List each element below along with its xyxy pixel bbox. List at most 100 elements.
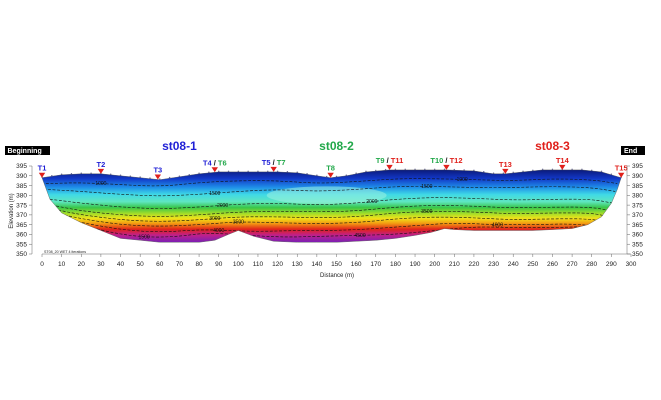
survey-point bbox=[168, 176, 171, 179]
marker-triangle bbox=[270, 166, 277, 172]
low-resistivity-zone bbox=[266, 186, 387, 205]
survey-point bbox=[414, 168, 416, 171]
survey-point bbox=[208, 171, 210, 173]
survey-point bbox=[80, 172, 82, 174]
survey-point bbox=[70, 173, 73, 175]
x-tick-label: 30 bbox=[97, 261, 105, 268]
survey-point bbox=[424, 168, 426, 171]
section-outline bbox=[41, 169, 622, 243]
marker-triangle bbox=[386, 164, 393, 170]
survey-point bbox=[267, 170, 269, 172]
x-tick-label: 280 bbox=[586, 261, 597, 268]
contour-1000 bbox=[45, 178, 618, 187]
y2-tick-label: 365 bbox=[632, 222, 643, 229]
survey-point bbox=[581, 168, 583, 171]
x-tick-label: 240 bbox=[508, 261, 519, 268]
x-tick-label: 40 bbox=[117, 261, 125, 268]
marker-label: T2 bbox=[97, 160, 106, 169]
contour-2500 bbox=[51, 204, 612, 217]
survey-point bbox=[110, 173, 112, 175]
y2-tick-label: 395 bbox=[632, 163, 643, 170]
y2-tick-label: 350 bbox=[632, 251, 643, 258]
survey-point bbox=[90, 172, 92, 174]
x-tick-label: 250 bbox=[527, 261, 538, 268]
marker-label: T8 bbox=[326, 164, 335, 173]
x-tick-label: 80 bbox=[195, 261, 203, 268]
x-tick-label: 150 bbox=[331, 261, 342, 268]
marker-triangle bbox=[38, 172, 46, 178]
contour-label: 1000 bbox=[95, 181, 106, 187]
x-tick-label: 120 bbox=[272, 261, 283, 268]
inversion-note: ST08_20 WET 4 iterations bbox=[44, 250, 86, 254]
survey-point bbox=[591, 169, 593, 171]
marker-triangle bbox=[327, 172, 334, 178]
x-tick-label: 210 bbox=[449, 261, 460, 268]
x-tick-label: 90 bbox=[215, 261, 223, 268]
contour-labels: 1000 1000 1500 1500 2000 2000 3000 3500 3500 4000… bbox=[95, 177, 503, 240]
survey-point bbox=[394, 168, 397, 171]
survey-point bbox=[119, 174, 122, 176]
contour-4500 bbox=[65, 221, 588, 238]
y-tick-label: 365 bbox=[16, 222, 27, 229]
y-tick-label: 375 bbox=[16, 202, 27, 209]
electrode-markers: T1 T2 T3 T4 / T6 T5 / T7 T8 T9 / T11 T10 / T12 T… bbox=[38, 156, 628, 180]
survey-point bbox=[257, 170, 259, 172]
survey-point bbox=[60, 173, 63, 175]
x-tick-label: 260 bbox=[547, 261, 558, 268]
marker-label: T14 bbox=[556, 156, 570, 165]
contour-label: 1500 bbox=[209, 191, 220, 197]
end-label: End bbox=[624, 148, 637, 155]
y2-tick-label: 380 bbox=[632, 193, 643, 200]
survey-point bbox=[237, 170, 240, 172]
beginning-label: Beginning bbox=[8, 148, 42, 155]
x-axis-title: Distance (m) bbox=[320, 273, 354, 279]
survey-point bbox=[453, 168, 455, 171]
survey-point bbox=[404, 168, 406, 171]
marker-triangle bbox=[154, 174, 162, 180]
y2-tick-label: 390 bbox=[632, 173, 643, 180]
survey-point bbox=[159, 178, 161, 180]
marker-triangle bbox=[97, 168, 105, 174]
marker-label: T3 bbox=[153, 165, 162, 174]
marker-triangle bbox=[559, 164, 566, 170]
contour-label: 1500 bbox=[421, 184, 432, 190]
marker-triangle bbox=[617, 172, 625, 178]
contour-lines bbox=[45, 178, 618, 238]
x-tick-label: 290 bbox=[606, 261, 617, 268]
y2-ticks: 350 355 360 365 370 375 380 385 390 395 bbox=[627, 163, 643, 258]
survey-point bbox=[600, 170, 603, 172]
x-tick-label: 180 bbox=[390, 261, 401, 268]
y-tick-label: 360 bbox=[16, 232, 27, 239]
marker-label: T9 / T11 bbox=[376, 156, 404, 165]
survey-point bbox=[218, 170, 220, 172]
survey-point bbox=[551, 168, 554, 171]
marker-triangle bbox=[211, 167, 218, 173]
y2-tick-label: 370 bbox=[632, 212, 643, 219]
contour-label: 4500 bbox=[354, 233, 365, 239]
line-label-st08-2: st08-2 bbox=[319, 139, 354, 153]
survey-point bbox=[532, 169, 534, 171]
y2-tick-label: 375 bbox=[632, 202, 643, 209]
contour-3000 bbox=[53, 208, 610, 222]
y2-tick-label: 360 bbox=[632, 232, 643, 239]
x-tick-label: 140 bbox=[311, 261, 322, 268]
x-tick-label: 60 bbox=[156, 261, 164, 268]
marker-label: T13 bbox=[499, 160, 512, 169]
x-tick-label: 220 bbox=[469, 261, 480, 268]
end-box: End bbox=[621, 146, 645, 155]
contour-label: 4000 bbox=[213, 228, 224, 234]
contour-2000 bbox=[49, 197, 614, 209]
contour-3500 bbox=[55, 212, 608, 227]
survey-point bbox=[178, 175, 181, 177]
x-tick-label: 170 bbox=[370, 261, 381, 268]
survey-point bbox=[502, 172, 505, 174]
y-tick-label: 395 bbox=[16, 163, 27, 170]
contour-label: 3000 bbox=[209, 216, 220, 222]
resistivity-section: 1000 1000 1500 1500 2000 2000 3000 3500 3500 4000… bbox=[41, 169, 622, 243]
survey-point bbox=[149, 177, 151, 179]
survey-point bbox=[188, 173, 190, 176]
x-tick-label: 50 bbox=[137, 261, 145, 268]
survey-point bbox=[522, 170, 524, 172]
y2-tick-label: 385 bbox=[632, 183, 643, 190]
x-tick-label: 230 bbox=[488, 261, 499, 268]
